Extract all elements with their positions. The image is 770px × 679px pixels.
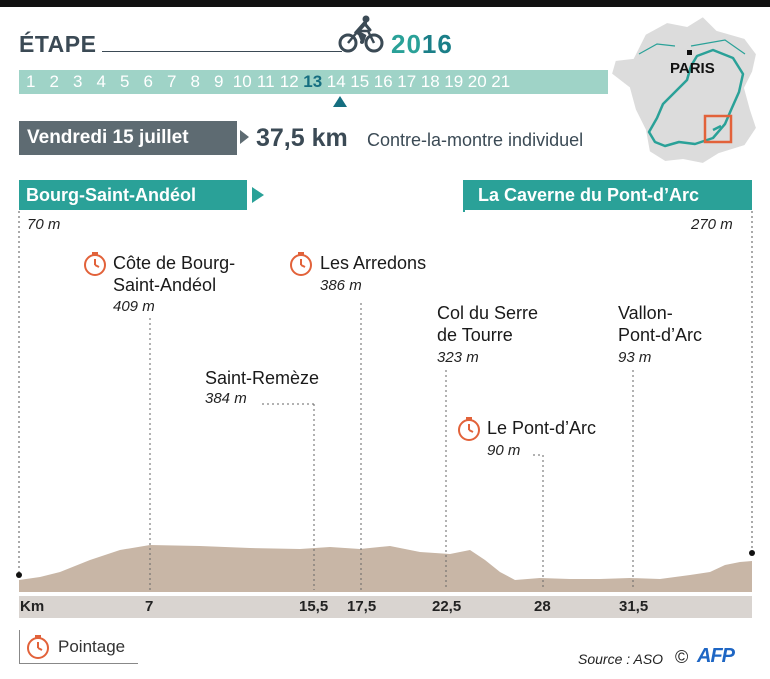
stage-number: 3	[73, 72, 83, 91]
stage-number: 14	[326, 72, 346, 91]
current-stage-marker	[333, 96, 347, 107]
title-rule	[102, 51, 342, 52]
stage-number: 17	[397, 72, 417, 91]
km-tick: 28	[534, 598, 551, 615]
poi-altitude: 90 m	[487, 442, 521, 459]
km-tick: 7	[145, 598, 154, 615]
stage-number: 6	[143, 72, 153, 91]
stage-number: 4	[96, 72, 106, 91]
km-axis	[19, 596, 752, 618]
poi-name: Saint-Remèze	[205, 367, 319, 389]
legend-label: Pointage	[58, 637, 126, 656]
stage-number: 8	[190, 72, 200, 91]
paris-label: PARIS	[670, 60, 715, 77]
poi-name-line1: Les Arredons	[320, 253, 427, 273]
stage-number: 20	[467, 72, 487, 91]
poi-altitude: 386 m	[320, 277, 362, 294]
stage-number: 2	[49, 72, 59, 91]
year: 2016	[391, 29, 453, 60]
km-tick: 22,5	[432, 598, 462, 615]
poi-name: Côte de Bourg- Saint-Andéol	[113, 252, 235, 296]
stopwatch-icon	[84, 252, 106, 276]
year-rest: 16	[421, 29, 453, 59]
km-unit-label: Km	[20, 598, 45, 615]
start-dot	[16, 572, 22, 578]
poi-name-line2: de Tourre	[437, 325, 513, 345]
finish-altitude: 270 m	[691, 216, 733, 233]
copyright-symbol: ©	[675, 647, 689, 667]
stopwatch-icon	[458, 417, 480, 441]
start-town: Bourg-Saint-Andéol	[19, 180, 247, 210]
stage-number: 9	[214, 72, 224, 91]
afp-logo: AFP	[697, 645, 735, 667]
stage-number: 16	[373, 72, 393, 91]
paris-marker	[687, 50, 692, 55]
source-credit: Source : ASO	[578, 651, 664, 667]
stage-number: 11	[256, 72, 275, 91]
cyclist-icon	[338, 15, 384, 53]
stage-number: 15	[350, 72, 370, 91]
legend	[19, 630, 138, 664]
france-map-icon	[609, 14, 759, 166]
finish-tick	[463, 180, 465, 212]
stage-type: Contre-la-montre individuel	[367, 130, 584, 150]
poi-name: Les Arredons	[320, 252, 426, 274]
poi-name-line1: Vallon-	[618, 303, 673, 323]
km-tick: 15,5	[299, 598, 329, 615]
start-arrow-icon	[252, 187, 264, 203]
poi-altitude: 323 m	[437, 349, 479, 366]
start-altitude: 70 m	[27, 216, 61, 233]
stopwatch-icon	[290, 252, 312, 276]
date-label: Vendredi 15 juillet	[19, 121, 237, 155]
profile-area	[19, 545, 752, 592]
top-bar	[0, 0, 770, 7]
poi-name-line1: Saint-Remèze	[205, 368, 320, 388]
stage-number: 5	[120, 72, 130, 91]
stage-number: 10	[232, 72, 252, 91]
stopwatch-icon	[27, 635, 49, 659]
stage-number: 19	[444, 72, 464, 91]
stage-number: 18	[420, 72, 440, 91]
stage-number: 13	[303, 72, 323, 91]
stage-number: 1	[26, 72, 36, 91]
stage-number: 7	[167, 72, 177, 91]
poi-name: Col du Serre de Tourre	[437, 302, 538, 346]
poi-name-line1: Col du Serre	[437, 303, 539, 323]
stage-number: 21	[491, 72, 511, 91]
finish-dot	[749, 550, 755, 556]
date-arrow-icon	[240, 130, 249, 144]
poi-name-line2: Saint-Andéol	[113, 275, 217, 295]
poi-name-line2: Pont-d’Arc	[618, 325, 703, 345]
finish-town: La Caverne du Pont-d’Arc	[465, 180, 752, 210]
stage-distance: 37,5 km	[256, 124, 348, 152]
km-tick: 31,5	[619, 598, 649, 615]
year-first: 20	[391, 29, 422, 59]
poi-name-line1: Le Pont-d’Arc	[487, 418, 597, 438]
page-title: ÉTAPE	[19, 31, 97, 57]
stage-strip: 1 2 3 4 5 6 7 8 9 10 11 12 13 14 15 16 17 18 19 20 21	[19, 70, 608, 94]
poi-altitude: 409 m	[113, 298, 155, 315]
poi-name: Le Pont-d’Arc	[487, 417, 596, 439]
stage-highlight-box	[703, 114, 733, 144]
poi-name: Vallon- Pont-d’Arc	[618, 302, 702, 346]
stage-number: 12	[279, 72, 299, 91]
poi-altitude: 93 m	[618, 349, 652, 366]
poi-name-line1: Côte de Bourg-	[113, 253, 236, 273]
km-tick: 17,5	[347, 598, 377, 615]
poi-altitude: 384 m	[205, 390, 247, 407]
